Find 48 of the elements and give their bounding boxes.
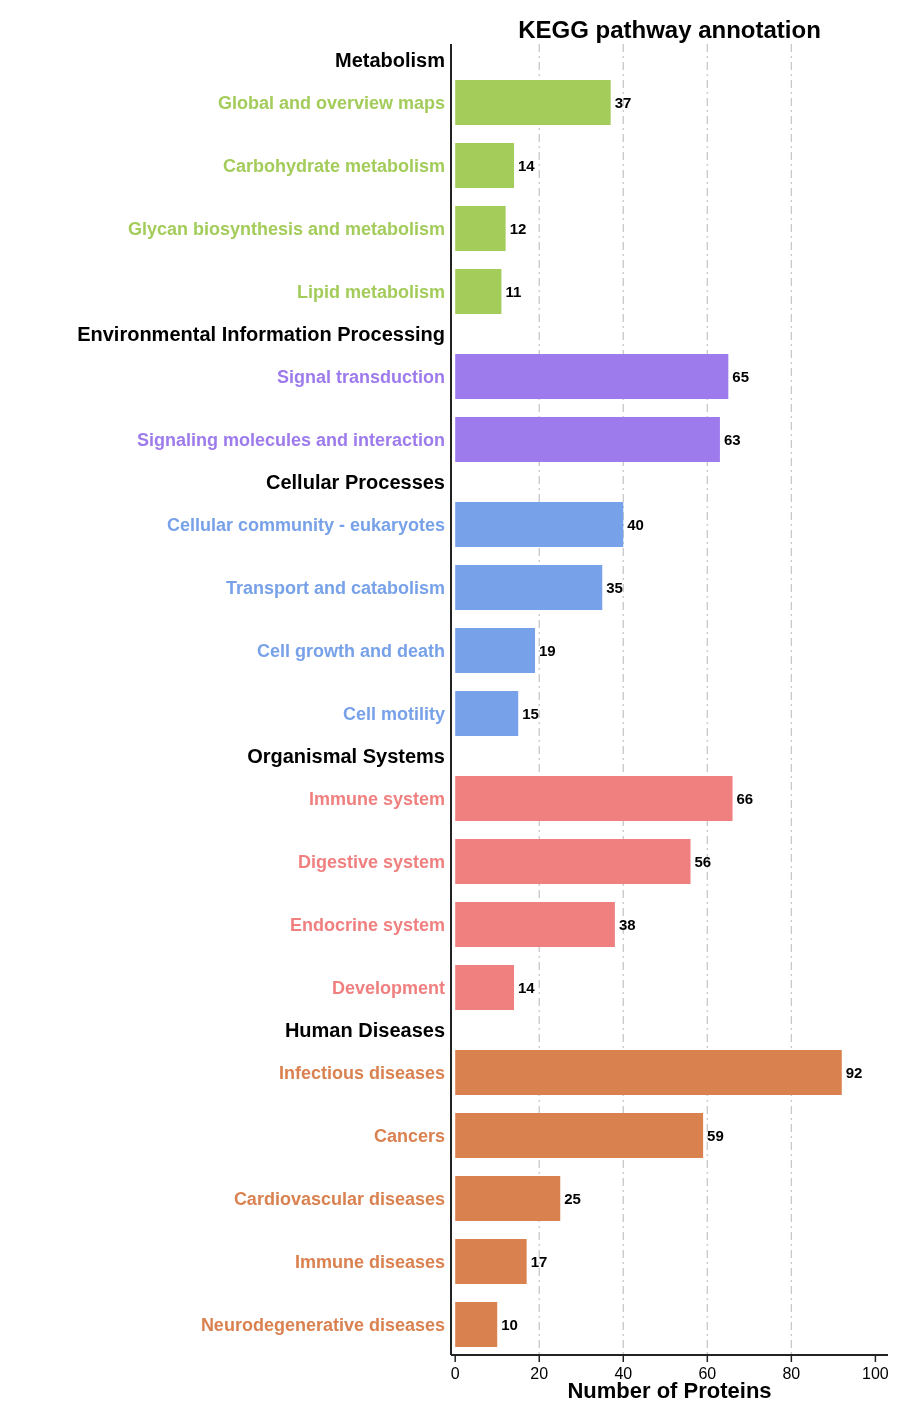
y-tick-label: Cellular community - eukaryotes (166, 514, 445, 535)
y-tick-label: Global and overview maps (217, 92, 445, 113)
data-label: 56 (694, 852, 712, 870)
data-label: 59 (707, 1126, 724, 1144)
data-label: 10 (501, 1315, 518, 1333)
y-tick-label: Development (331, 977, 445, 998)
y-tick-label: Lipid metabolism (296, 281, 445, 302)
x-tick-label: 20 (530, 1365, 549, 1382)
data-label: 92 (845, 1063, 863, 1081)
data-label: 65 (732, 367, 750, 385)
data-label: 40 (627, 515, 644, 533)
y-tick-label: Organismal Systems (247, 745, 445, 767)
data-label: 63 (723, 430, 741, 448)
y-tick-label: Carbohydrate metabolism (222, 155, 445, 176)
y-tick-label: Cardiovascular diseases (233, 1188, 445, 1209)
x-tick-label: 0 (450, 1365, 460, 1382)
y-tick-label: Environmental Information Processing (77, 323, 445, 345)
y-tick-label: Infectious diseases (278, 1062, 445, 1083)
y-tick-label: Glycan biosynthesis and metabolism (127, 218, 445, 239)
y-tick-label: Immune diseases (294, 1251, 445, 1272)
data-label: 15 (522, 704, 539, 722)
y-tick-label: Cell motility (342, 703, 445, 724)
y-tick-label: Cell growth and death (256, 640, 445, 661)
data-label: 19 (539, 641, 556, 659)
y-tick-label: Cancers (373, 1125, 445, 1146)
x-tick-label: 80 (782, 1365, 801, 1382)
data-label: 12 (509, 219, 527, 237)
y-tick-label: Cellular Processes (266, 471, 445, 493)
data-label: 35 (606, 578, 623, 596)
y-tick-label: Metabolism (334, 49, 445, 71)
y-tick-label: Digestive system (297, 851, 445, 872)
y-tick-label: Signal transduction (276, 366, 445, 387)
data-label: 17 (530, 1252, 548, 1270)
data-label: 66 (736, 789, 754, 807)
data-label: 14 (518, 156, 536, 174)
data-label: 14 (518, 978, 536, 996)
y-tick-label: Transport and catabolism (225, 577, 445, 598)
chart-title: KEGG pathway annotation (518, 16, 821, 43)
y-tick-label: Human Diseases (284, 1019, 445, 1041)
x-tick-label: 100 (862, 1365, 889, 1382)
y-tick-label: Immune system (308, 788, 445, 809)
data-label: 37 (614, 93, 632, 111)
y-tick-label: Neurodegenerative diseases (200, 1314, 445, 1335)
y-tick-label: Signaling molecules and interaction (136, 429, 445, 450)
data-label: 11 (505, 282, 522, 300)
data-label: 25 (564, 1189, 581, 1207)
y-tick-label: Endocrine system (289, 914, 445, 935)
data-label: 38 (618, 915, 636, 933)
